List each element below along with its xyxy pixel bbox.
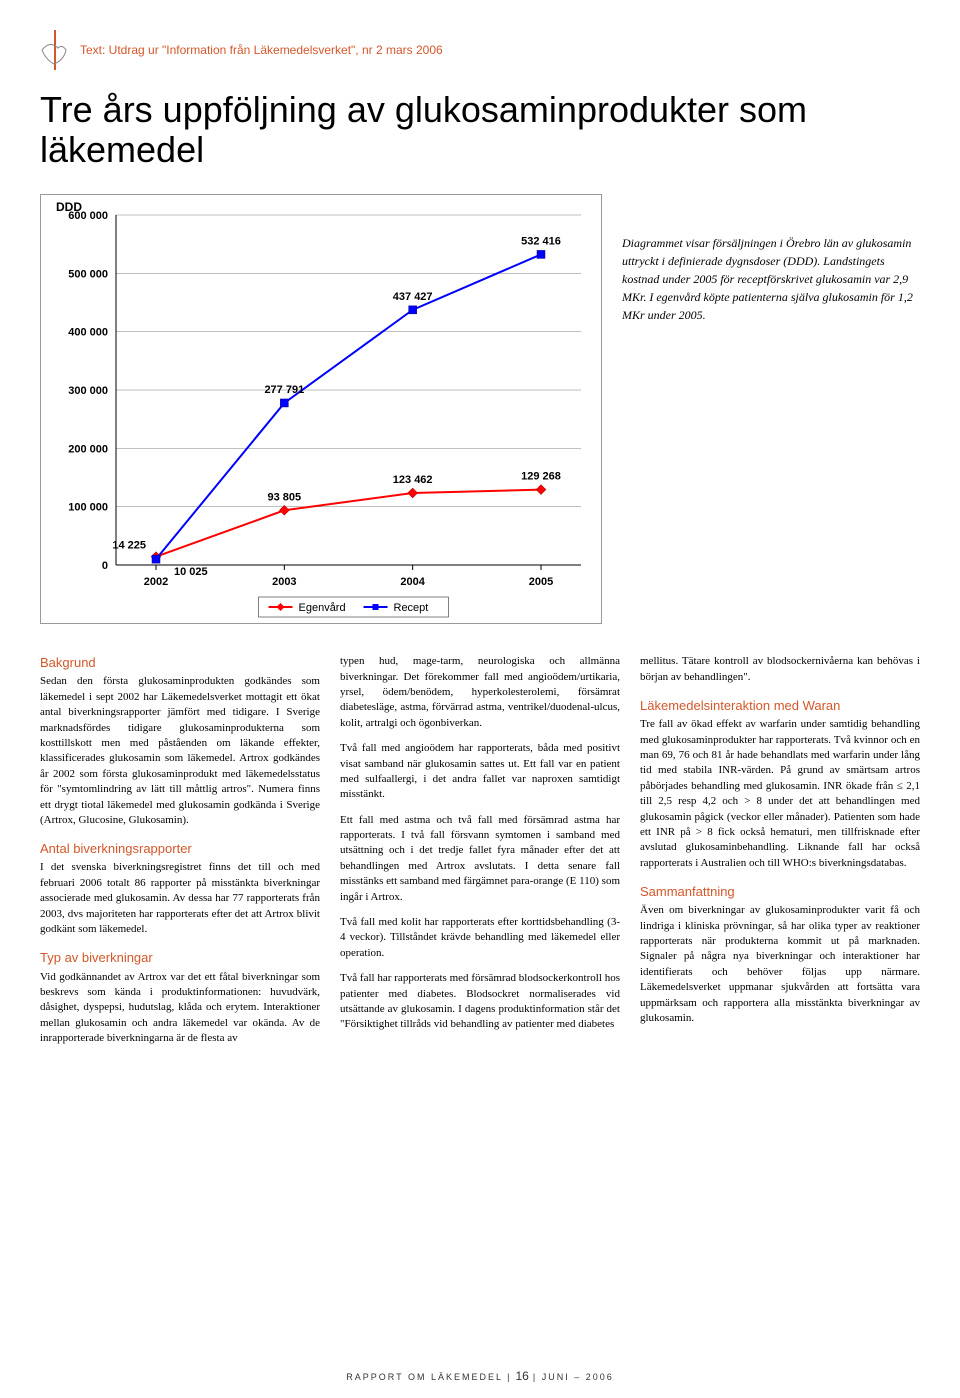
hand-logo-icon xyxy=(40,30,70,70)
para-c2-4: Två fall med kolit har rapporterats efte… xyxy=(340,915,620,961)
svg-text:Recept: Recept xyxy=(394,602,429,614)
svg-text:300 000: 300 000 xyxy=(68,385,108,397)
para-c2-1: typen hud, mage-tarm, neurologiska och a… xyxy=(340,654,620,731)
svg-text:129 268: 129 268 xyxy=(521,471,561,483)
para-antal: I det svenska biverkningsregistret finns… xyxy=(40,860,320,937)
para-c2-2: Två fall med angioödem har rapporterats,… xyxy=(340,741,620,803)
heading-typ: Typ av biverkningar xyxy=(40,949,320,967)
svg-text:Egenvård: Egenvård xyxy=(299,602,346,614)
svg-text:600 000: 600 000 xyxy=(68,210,108,222)
svg-text:0: 0 xyxy=(102,560,108,572)
svg-text:532 416: 532 416 xyxy=(521,236,561,248)
column-1: Bakgrund Sedan den första glukosaminprod… xyxy=(40,654,320,1056)
svg-text:100 000: 100 000 xyxy=(68,502,108,514)
chart-caption: Diagrammet visar försäljningen i Örebro … xyxy=(622,234,920,324)
para-waran: Tre fall av ökad effekt av warfarin unde… xyxy=(640,717,920,871)
heading-bakgrund: Bakgrund xyxy=(40,654,320,672)
footer-left: RAPPORT OM LÄKEMEDEL xyxy=(346,1372,502,1382)
para-bakgrund: Sedan den första glukosaminprodukten god… xyxy=(40,674,320,828)
svg-text:10 025: 10 025 xyxy=(174,566,208,578)
svg-text:200 000: 200 000 xyxy=(68,444,108,456)
svg-text:93 805: 93 805 xyxy=(268,491,302,503)
svg-text:2004: 2004 xyxy=(400,576,425,588)
page-footer: RAPPORT OM LÄKEMEDEL | 16 | JUNI – 2006 xyxy=(0,1369,960,1383)
header-row: Text: Utdrag ur "Information från Läkeme… xyxy=(40,30,920,70)
footer-divider-2: | xyxy=(533,1372,542,1382)
para-c3-1: mellitus. Tätare kontroll av blodsockern… xyxy=(640,654,920,685)
page-number: 16 xyxy=(516,1369,529,1383)
chart-container: DDD0100 000200 000300 000400 000500 0006… xyxy=(40,194,602,624)
heading-antal: Antal biverkningsrapporter xyxy=(40,840,320,858)
para-samman: Även om biverkningar av glukosaminproduk… xyxy=(640,903,920,1026)
chart-row: DDD0100 000200 000300 000400 000500 0006… xyxy=(40,194,920,624)
chart-caption-box: Diagrammet visar försäljningen i Örebro … xyxy=(622,194,920,624)
para-c2-3: Ett fall med astma och två fall med förs… xyxy=(340,813,620,905)
footer-right: JUNI – 2006 xyxy=(542,1372,614,1382)
source-text: Text: Utdrag ur "Information från Läkeme… xyxy=(80,43,443,57)
column-2: typen hud, mage-tarm, neurologiska och a… xyxy=(340,654,620,1056)
svg-text:437 427: 437 427 xyxy=(393,291,433,303)
para-typ: Vid godkännandet av Artrox var det ett f… xyxy=(40,970,320,1047)
line-chart: DDD0100 000200 000300 000400 000500 0006… xyxy=(41,195,601,625)
svg-text:277 791: 277 791 xyxy=(264,384,304,396)
footer-divider: | xyxy=(507,1372,511,1382)
heading-samman: Sammanfattning xyxy=(640,883,920,901)
column-3: mellitus. Tätare kontroll av blodsockern… xyxy=(640,654,920,1056)
para-c2-5: Två fall har rapporterats med försämrad … xyxy=(340,971,620,1033)
svg-text:2002: 2002 xyxy=(144,576,168,588)
main-title: Tre års uppföljning av glukosaminprodukt… xyxy=(40,90,920,169)
svg-text:2005: 2005 xyxy=(529,576,553,588)
body-columns: Bakgrund Sedan den första glukosaminprod… xyxy=(40,654,920,1056)
svg-text:123 462: 123 462 xyxy=(393,474,433,486)
svg-text:500 000: 500 000 xyxy=(68,269,108,281)
svg-text:400 000: 400 000 xyxy=(68,327,108,339)
svg-text:2003: 2003 xyxy=(272,576,296,588)
heading-waran: Läkemedelsinteraktion med Waran xyxy=(640,697,920,715)
svg-text:14 225: 14 225 xyxy=(112,540,146,552)
